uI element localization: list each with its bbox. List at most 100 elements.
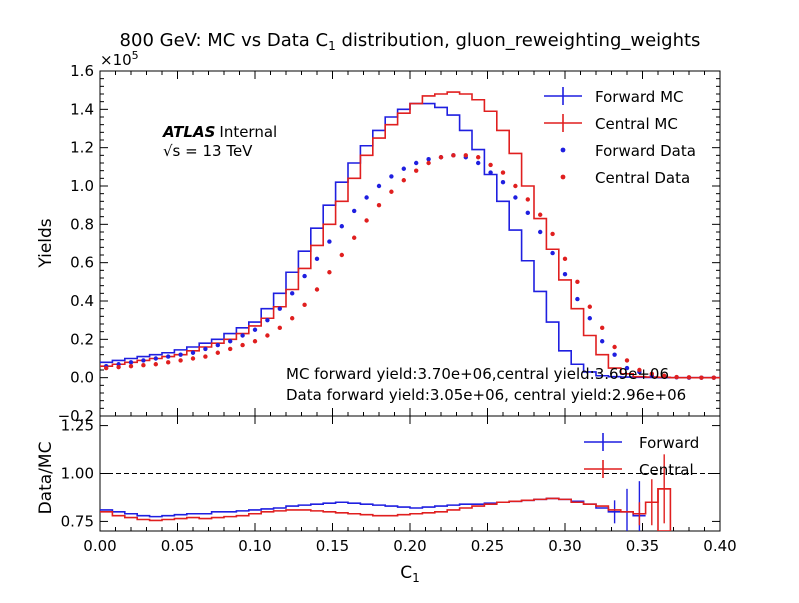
x-tick-label: 0.25 xyxy=(471,537,504,555)
y-tick-label: 0.8 xyxy=(70,215,94,233)
legend-bottom: Forward Central xyxy=(584,433,699,479)
data-point xyxy=(277,325,282,331)
data-point xyxy=(562,271,568,277)
data-point xyxy=(339,252,344,258)
data-point xyxy=(513,183,518,189)
x-tick-label: 0.35 xyxy=(626,537,659,555)
data-point xyxy=(215,350,220,355)
data-point xyxy=(476,155,481,160)
data-point xyxy=(290,316,295,321)
data-point xyxy=(141,358,146,363)
data-point xyxy=(624,365,630,371)
y-tick-label: 0.4 xyxy=(70,292,94,310)
x-tick-label: 0.40 xyxy=(703,537,736,555)
ratio-y-tick-label: 1.25 xyxy=(61,417,94,435)
series-line-1 xyxy=(100,91,720,379)
x-tick-label: 0.20 xyxy=(393,537,426,555)
x-axis-label: C1 xyxy=(400,563,420,585)
data-point xyxy=(662,373,667,378)
annotation-data-yield: Data forward yield:3.05e+06, central yie… xyxy=(286,386,686,404)
data-point xyxy=(265,317,270,323)
data-point xyxy=(500,170,506,175)
legend-label: Forward MC xyxy=(595,88,684,106)
data-point xyxy=(389,189,394,194)
data-point xyxy=(414,168,419,173)
data-point xyxy=(265,333,270,338)
legend-top: Forward MC Central MC Forward Data Central … xyxy=(544,87,696,187)
data-point xyxy=(624,358,630,363)
data-point xyxy=(178,352,183,357)
data-point xyxy=(401,178,406,183)
ratio-series-group xyxy=(100,454,672,531)
x-tick-label: 0.30 xyxy=(548,537,581,555)
data-point xyxy=(463,153,468,158)
legend-label: Forward Data xyxy=(595,142,696,160)
data-point xyxy=(674,374,679,380)
data-point xyxy=(364,218,369,223)
data-point xyxy=(538,229,543,235)
data-point xyxy=(203,346,208,352)
data-point xyxy=(513,195,518,200)
data-point xyxy=(364,195,369,200)
y-tick-label: 1.6 xyxy=(70,62,94,80)
data-point xyxy=(116,364,121,370)
y-tick-label: 1.4 xyxy=(70,100,94,118)
top-panel: −0.2 0.0 0.2 0.4 0.6 0.8 1.0 1.2 1.4 1.6 xyxy=(58,62,721,425)
data-point xyxy=(699,375,704,380)
data-point xyxy=(575,296,580,302)
data-point xyxy=(327,270,332,275)
data-point xyxy=(153,362,158,367)
data-point xyxy=(314,256,320,262)
y-tick-label: 0.2 xyxy=(70,330,94,348)
data-point xyxy=(488,170,493,175)
atlas-label: ATLAS Internal xyxy=(162,123,277,141)
data-point xyxy=(104,365,109,371)
data-point xyxy=(339,224,344,229)
data-point xyxy=(352,235,357,240)
data-point xyxy=(525,197,530,202)
data-point xyxy=(314,287,320,292)
data-point xyxy=(190,356,196,361)
data-point xyxy=(451,153,456,158)
data-point xyxy=(488,162,493,168)
data-point xyxy=(600,339,605,344)
y-tick-label: −0.2 xyxy=(58,407,94,425)
data-point xyxy=(711,375,716,380)
data-point xyxy=(240,333,245,338)
legend-swatch-dot xyxy=(560,174,566,180)
x-tick-label: 0.10 xyxy=(238,537,271,555)
data-point xyxy=(575,279,580,285)
ratio-legend-label: Central xyxy=(639,461,694,479)
ratio-y-tick-label: 0.75 xyxy=(61,512,94,530)
ratio-last-bin xyxy=(657,488,672,531)
data-point xyxy=(612,344,617,350)
data-point xyxy=(426,156,431,162)
data-point xyxy=(327,239,332,244)
data-point xyxy=(525,210,530,216)
y-tick-label: 1.2 xyxy=(70,139,94,157)
data-point xyxy=(228,346,233,352)
data-point xyxy=(128,360,134,365)
data-point xyxy=(302,302,307,308)
bottom-panel: 0.00 0.05 0.10 0.15 0.20 0.25 0.30 0.35 0.40 0.75… xyxy=(61,415,737,555)
data-point xyxy=(215,342,220,348)
data-point xyxy=(376,183,382,189)
ratio-y-tick-label: 1.00 xyxy=(61,465,94,483)
data-point xyxy=(649,371,654,377)
data-point xyxy=(426,160,431,166)
top-y-axis-label: Yields xyxy=(36,218,56,268)
chart-title: 800 GeV: MC vs Data C1 distribution, glu… xyxy=(120,30,701,53)
data-point xyxy=(141,363,146,368)
x-tick-label: 0.15 xyxy=(316,537,349,555)
data-point xyxy=(128,363,134,369)
data-point xyxy=(476,160,481,166)
x-tick-label: 0.00 xyxy=(83,537,116,555)
data-point xyxy=(290,291,295,296)
y-tick-label: 1.0 xyxy=(70,177,94,195)
data-point xyxy=(190,350,196,355)
x-tick-label: 0.05 xyxy=(161,537,194,555)
ratio-legend-label: Forward xyxy=(639,434,699,452)
data-point xyxy=(352,208,357,214)
legend-label: Central MC xyxy=(595,115,678,133)
